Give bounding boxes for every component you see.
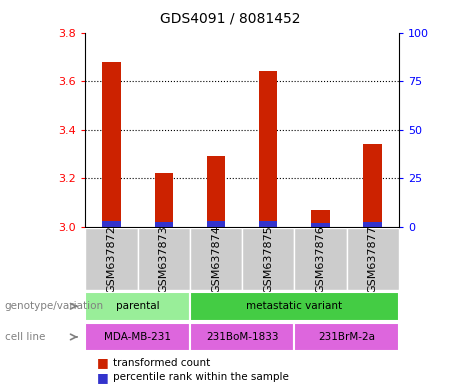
Bar [207,156,225,221]
Text: GSM637873: GSM637873 [159,225,169,293]
Bar [347,228,399,290]
Text: 231BoM-1833: 231BoM-1833 [206,332,278,342]
Text: genotype/variation: genotype/variation [5,301,104,311]
Bar [363,222,382,227]
Bar [242,228,294,290]
Text: GSM637872: GSM637872 [106,225,117,293]
Bar [311,210,330,223]
Bar [294,323,399,351]
Bar [207,221,225,227]
Text: ■: ■ [97,356,108,369]
Text: cell line: cell line [5,332,45,342]
Bar [85,323,190,351]
Bar [102,221,121,227]
Bar [85,292,190,321]
Bar [259,71,278,221]
Text: 231BrM-2a: 231BrM-2a [318,332,375,342]
Bar [137,228,190,290]
Text: GSM637874: GSM637874 [211,225,221,293]
Bar [190,323,294,351]
Bar [102,62,121,221]
Bar [259,221,278,227]
Text: percentile rank within the sample: percentile rank within the sample [113,372,289,382]
Bar [190,228,242,290]
Text: GDS4091 / 8081452: GDS4091 / 8081452 [160,12,301,25]
Text: ■: ■ [97,371,108,384]
Text: parental: parental [116,301,160,311]
Bar [190,292,399,321]
Bar [154,173,173,222]
Text: MDA-MB-231: MDA-MB-231 [104,332,171,342]
Text: GSM637877: GSM637877 [367,225,378,293]
Text: transformed count: transformed count [113,358,210,368]
Bar [294,228,347,290]
Bar [311,223,330,227]
Bar [363,144,382,222]
Text: GSM637875: GSM637875 [263,225,273,293]
Bar [85,228,137,290]
Text: metastatic variant: metastatic variant [246,301,343,311]
Text: GSM637876: GSM637876 [315,225,325,293]
Bar [154,222,173,227]
